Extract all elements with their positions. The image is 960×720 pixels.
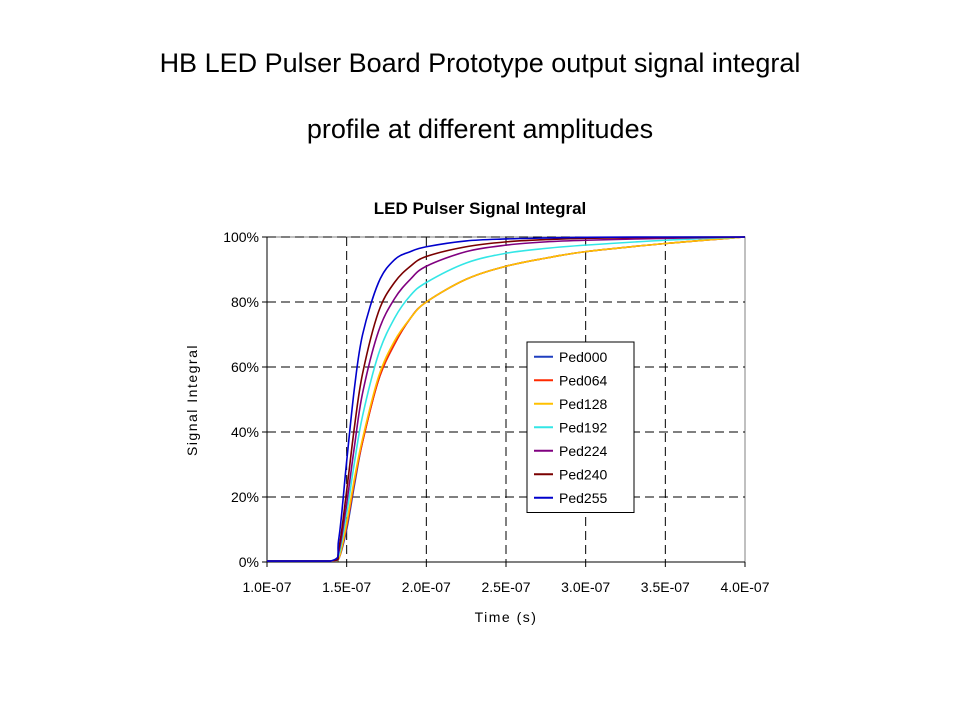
chart-title: LED Pulser Signal Integral	[374, 199, 587, 218]
y-tick-label: 60%	[231, 359, 259, 375]
y-tick-label: 40%	[231, 424, 259, 440]
legend: Ped000 Ped064 Ped128 Ped192 Ped224 Ped240 Ped2…	[526, 341, 635, 513]
x-axis-label: Time (s)	[475, 609, 538, 625]
y-tick-label: 100%	[223, 229, 259, 245]
x-tick-label: 2.0E-07	[402, 579, 451, 595]
legend-label: Ped192	[559, 419, 607, 435]
y-tick-label: 0%	[239, 554, 259, 570]
legend-label: Ped255	[559, 490, 607, 506]
x-tick-label: 4.0E-07	[720, 579, 769, 595]
axes: 1.0E-07 1.5E-07 2.0E-07 2.5E-07 3.0E-07 3.5E-…	[223, 229, 770, 595]
x-tick-label: 2.5E-07	[481, 579, 530, 595]
y-axis-label: Signal Integral	[184, 344, 200, 456]
x-tick-label: 1.0E-07	[242, 579, 291, 595]
y-tick-label: 20%	[231, 489, 259, 505]
slide-title-line-2: profile at different amplitudes	[306, 114, 654, 144]
legend-label: Ped240	[559, 466, 607, 482]
series-line-ped128	[267, 236, 746, 562]
series-line-ped240	[267, 236, 746, 562]
legend-label: Ped224	[559, 443, 607, 459]
legend-label: Ped000	[559, 349, 607, 365]
series-line-ped255	[267, 236, 745, 562]
slide-title-line-1: HB LED Pulser Board Prototype output sig…	[159, 48, 801, 78]
legend-label: Ped128	[559, 396, 607, 412]
series-lines	[267, 236, 746, 562]
x-tick-label: 3.5E-07	[641, 579, 690, 595]
legend-label: Ped064	[559, 372, 607, 388]
series-line-ped224	[267, 236, 746, 562]
x-tick-label: 3.0E-07	[561, 579, 610, 595]
x-tick-label: 1.5E-07	[322, 579, 371, 595]
slide-title: HB LED Pulser Board Prototype output sig…	[0, 30, 960, 162]
series-line-ped192	[267, 236, 746, 562]
y-tick-label: 80%	[231, 294, 259, 310]
